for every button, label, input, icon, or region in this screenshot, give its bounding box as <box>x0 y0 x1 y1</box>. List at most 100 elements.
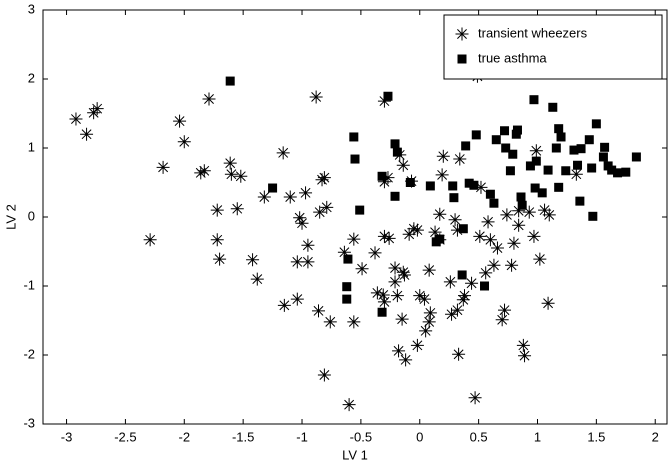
asterisk-marker <box>417 292 431 306</box>
legend-label: true asthma <box>478 50 547 65</box>
square-marker <box>377 171 387 181</box>
asterisk-marker <box>569 167 583 181</box>
x-tick-label: 1.5 <box>587 429 605 444</box>
asterisk-marker <box>342 398 356 412</box>
asterisk-marker <box>495 313 509 327</box>
square-marker <box>529 95 539 105</box>
square-marker <box>587 163 597 173</box>
asterisk-marker <box>396 158 410 172</box>
asterisk-marker <box>283 190 297 204</box>
square-marker <box>458 224 468 234</box>
asterisk-marker <box>323 315 337 329</box>
asterisk-marker <box>422 315 436 329</box>
square-marker <box>350 154 360 164</box>
asterisk-marker <box>246 253 260 267</box>
asterisk-marker <box>80 127 94 141</box>
asterisk-marker <box>395 312 409 326</box>
asterisk-marker <box>301 255 315 269</box>
square-marker <box>530 183 540 193</box>
asterisk-marker <box>293 211 307 225</box>
square-marker <box>554 182 564 192</box>
asterisk-marker <box>505 258 519 272</box>
asterisk-marker <box>377 295 391 309</box>
asterisk-marker <box>445 307 459 321</box>
asterisk-marker <box>452 347 466 361</box>
x-tick-label: -2 <box>179 429 191 444</box>
y-tick-label: -2 <box>23 346 35 361</box>
asterisk-marker <box>538 203 552 217</box>
square-marker <box>575 196 585 206</box>
square-marker <box>551 143 561 153</box>
square-marker <box>480 281 490 291</box>
asterisk-marker <box>423 306 437 320</box>
square-marker <box>355 205 365 215</box>
square-marker <box>512 125 522 135</box>
asterisk-marker <box>277 298 291 312</box>
asterisk-marker <box>312 304 326 318</box>
square-marker <box>517 200 527 210</box>
asterisk-marker <box>377 229 391 243</box>
asterisk-marker <box>487 258 501 272</box>
asterisk-marker <box>143 233 157 247</box>
asterisk-marker <box>541 296 555 310</box>
legend-marker <box>455 27 469 41</box>
square-marker <box>631 152 641 162</box>
asterisk-marker <box>347 232 361 246</box>
square-marker <box>573 160 583 170</box>
asterisk-marker <box>483 233 497 247</box>
square-marker <box>607 165 617 175</box>
asterisk-marker <box>422 263 436 277</box>
square-marker <box>392 147 402 157</box>
x-axis-label: LV 1 <box>342 447 368 462</box>
asterisk-marker <box>317 368 331 382</box>
asterisk-marker <box>317 171 331 185</box>
square-marker <box>425 181 435 191</box>
asterisk-marker <box>376 288 390 302</box>
asterisk-marker <box>512 218 526 232</box>
asterisk-marker <box>290 292 304 306</box>
asterisk-marker <box>396 265 410 279</box>
x-tick-label: 0.5 <box>470 429 488 444</box>
asterisk-marker <box>507 236 521 250</box>
asterisk-marker <box>368 246 382 260</box>
asterisk-marker <box>436 149 450 163</box>
asterisk-marker <box>433 207 447 221</box>
asterisk-marker <box>473 229 487 243</box>
asterisk-marker <box>410 223 424 237</box>
square-marker <box>556 132 566 142</box>
square-marker <box>508 149 518 159</box>
asterisk-marker <box>295 216 309 230</box>
square-marker <box>349 132 359 142</box>
y-tick-label: -3 <box>23 415 35 430</box>
asterisk-marker <box>448 213 462 227</box>
square-marker <box>405 178 415 187</box>
square-marker <box>471 130 481 140</box>
asterisk-marker <box>419 324 433 338</box>
y-tick-label: 3 <box>28 1 35 16</box>
asterisk-marker <box>450 303 464 317</box>
asterisk-marker <box>465 276 479 290</box>
square-marker <box>464 178 474 188</box>
asterisk-marker <box>542 208 556 222</box>
asterisk-marker <box>309 90 323 104</box>
asterisk-marker <box>299 186 313 200</box>
square-marker <box>457 270 467 280</box>
square-marker <box>501 143 511 153</box>
asterisk-marker <box>500 208 514 222</box>
square-marker <box>343 254 353 264</box>
asterisk-marker <box>381 171 395 185</box>
legend-marker <box>457 54 467 64</box>
asterisk-marker <box>320 200 334 214</box>
square-marker <box>485 189 495 199</box>
asterisk-marker <box>301 238 315 252</box>
asterisk-marker <box>533 252 547 266</box>
asterisk-marker <box>202 92 216 106</box>
square-marker <box>576 144 586 154</box>
asterisk-marker <box>407 222 421 236</box>
square-marker <box>268 183 278 193</box>
square-marker <box>390 191 400 201</box>
asterisk-marker <box>377 94 391 108</box>
asterisk-marker <box>522 205 536 219</box>
y-tick-label: 2 <box>28 70 35 85</box>
x-tick-label: -2.5 <box>114 429 136 444</box>
